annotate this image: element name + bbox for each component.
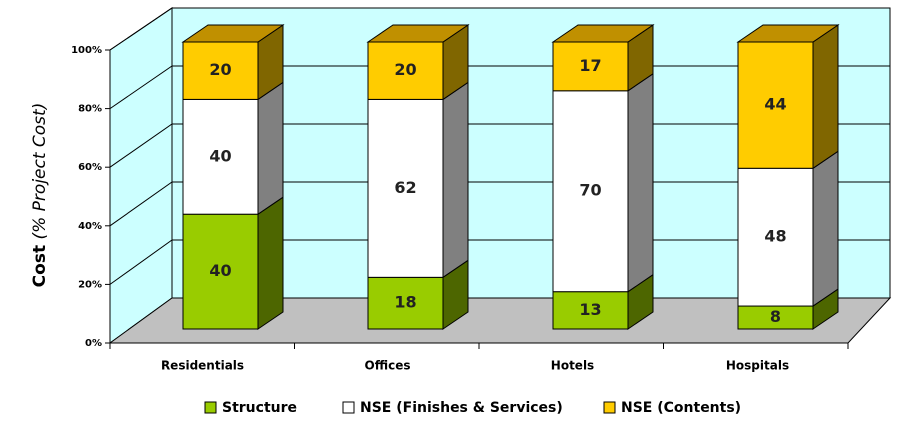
- bar-segment: [182, 98, 259, 215]
- y-tick-label: 60%: [78, 162, 102, 173]
- left-wall: [109, 7, 173, 344]
- x-tick-label: Hospitals: [726, 359, 789, 373]
- value-label: 20: [394, 60, 416, 79]
- value-label: 70: [579, 181, 601, 200]
- x-tick-label: Offices: [365, 359, 411, 373]
- legend-label: NSE (Finishes & Services): [360, 400, 563, 416]
- value-label: 8: [770, 307, 781, 326]
- bar-segment: [367, 98, 444, 278]
- bar-side: [627, 72, 654, 293]
- legend-label: NSE (Contents): [621, 400, 741, 416]
- floor: [108, 297, 892, 344]
- x-tick-label: Residentials: [161, 359, 244, 373]
- bar-top: [181, 24, 285, 43]
- bar-segment: [737, 167, 814, 307]
- legend-swatch: [603, 401, 616, 414]
- bar-side: [812, 24, 839, 170]
- x-tick-label: Hotels: [551, 359, 594, 373]
- bar-segment: [367, 41, 444, 100]
- y-tick-label: 0%: [85, 338, 102, 349]
- bar-segment: [367, 276, 444, 330]
- value-label: 17: [579, 56, 601, 75]
- bar-side: [442, 81, 469, 279]
- y-tick-label: 40%: [78, 221, 102, 232]
- y-axis-label-note: (% Project Cost): [30, 103, 50, 240]
- y-axis-label-main: Cost: [30, 245, 50, 287]
- bar-segment: [182, 213, 259, 330]
- grid-line: [109, 7, 890, 51]
- bar-segment: [552, 291, 629, 330]
- legend-swatch: [342, 401, 355, 414]
- legend-label: Structure: [222, 400, 297, 416]
- bar-segment: [182, 41, 259, 100]
- value-label: 18: [394, 293, 416, 312]
- y-tick-label: 80%: [78, 104, 102, 115]
- value-label: 48: [764, 227, 786, 246]
- value-label: 40: [209, 261, 231, 280]
- value-label: 20: [209, 60, 231, 79]
- bar-top: [551, 24, 655, 43]
- bar-side: [257, 81, 284, 216]
- bar-segment: [737, 41, 814, 169]
- bars: Residentials 40 40 20 Offices 18 62 20 Hotels 13 7…: [161, 24, 840, 373]
- y-tick-label: 20%: [78, 279, 102, 290]
- legend-swatch: [204, 401, 217, 414]
- bar-top: [366, 24, 470, 43]
- y-tick-label: 100%: [71, 45, 102, 56]
- legend: Structure NSE (Finishes & Services) NSE (C…: [204, 400, 741, 416]
- bar-side: [257, 196, 284, 330]
- value-label: 62: [394, 178, 416, 197]
- bar-segment: [552, 90, 629, 293]
- value-label: 40: [209, 146, 231, 165]
- value-label: 13: [579, 300, 601, 319]
- bar-side: [812, 150, 839, 307]
- y-axis-label: Cost (% Project Cost): [30, 103, 50, 288]
- bar-top: [736, 24, 840, 43]
- value-label: 44: [764, 95, 786, 114]
